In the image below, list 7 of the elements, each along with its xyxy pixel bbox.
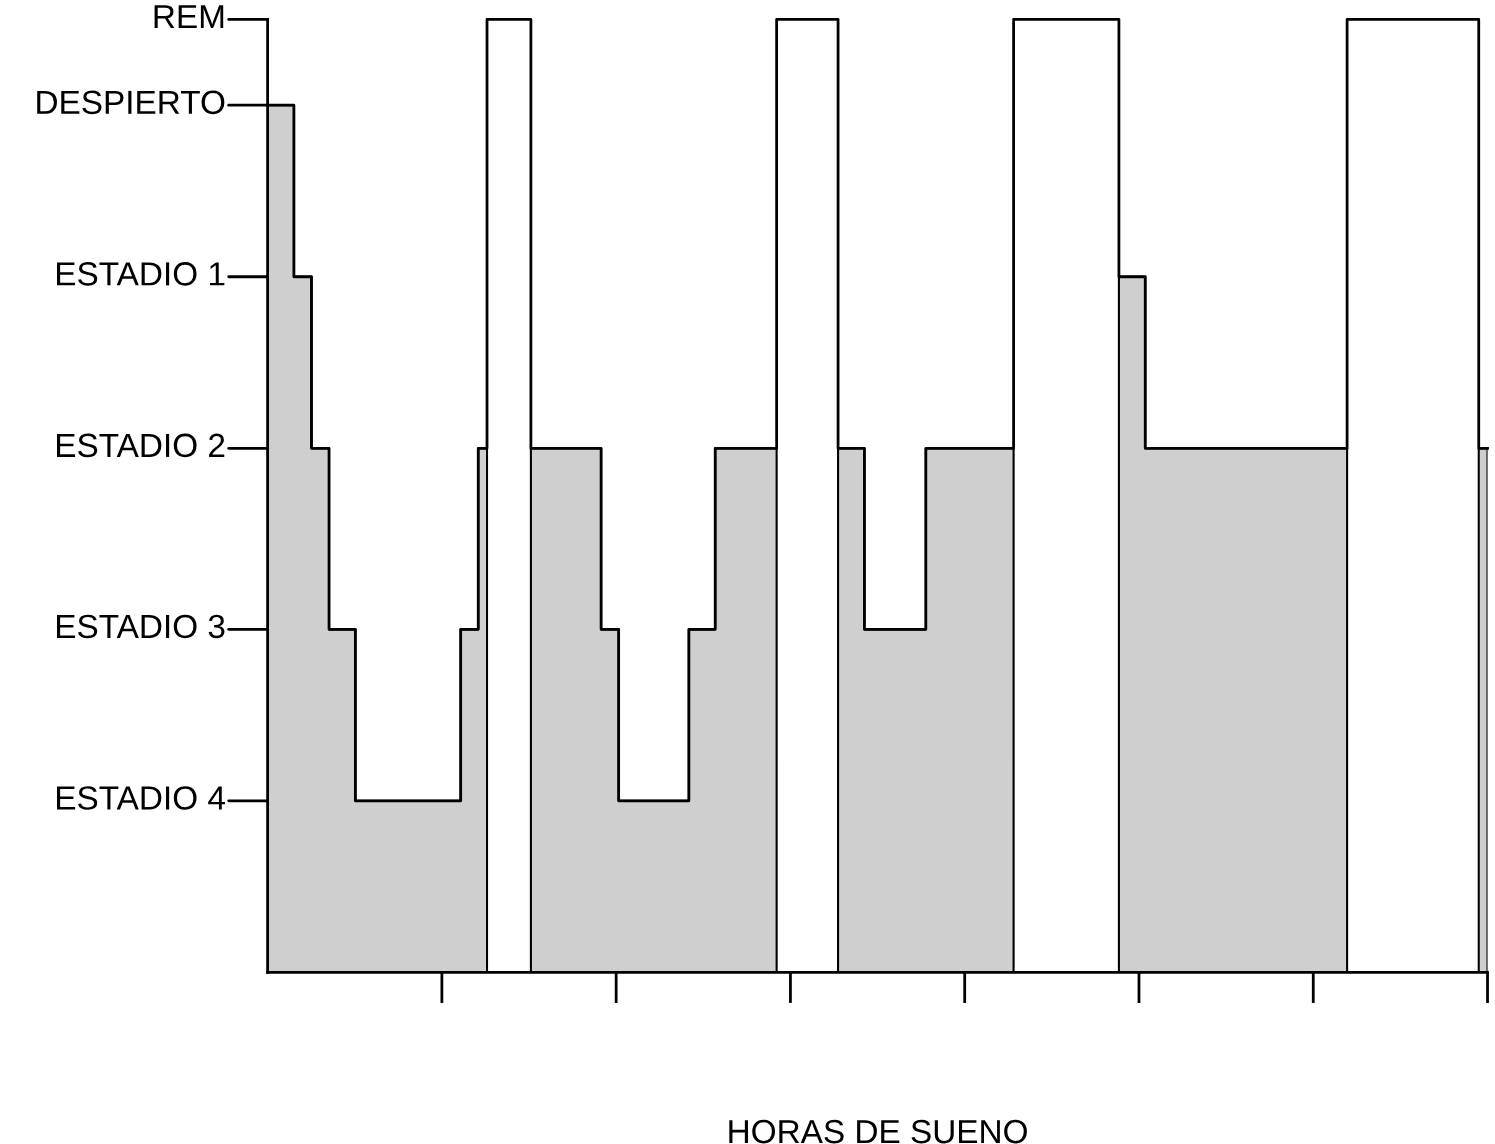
text: ESTADIO 2 <box>57 433 225 458</box>
text: DESPIERTO <box>37 90 225 115</box>
text: ESTADIO 4 <box>57 786 225 810</box>
text: ESTADIO 3 <box>57 614 225 639</box>
text: ESTADIO 1 <box>57 262 225 286</box>
x-axis-title: HORAS DE SUENO <box>729 1119 1027 1144</box>
text: REM <box>154 5 224 29</box>
